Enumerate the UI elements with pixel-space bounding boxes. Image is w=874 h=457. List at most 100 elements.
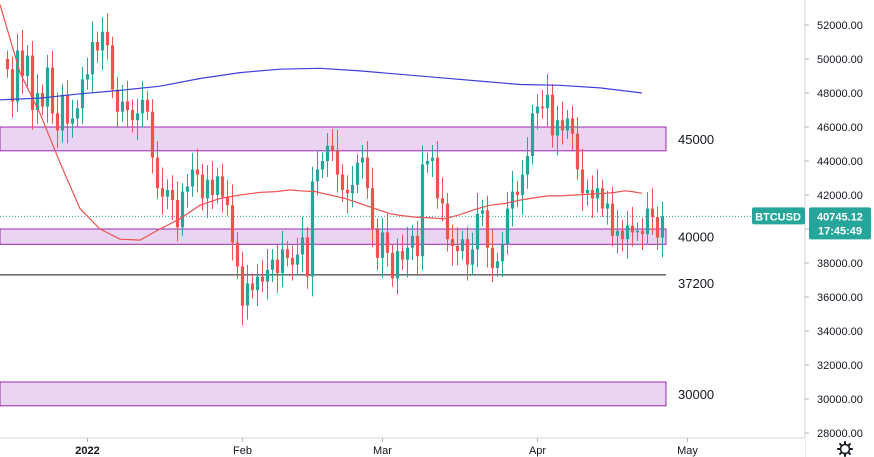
candle [410,225,415,260]
candle [450,224,455,266]
candle-body [395,251,400,279]
price-tick-label: 52000.00 [817,20,863,32]
price-tick-label: 30000.00 [817,394,863,406]
candle-body [460,239,465,252]
candle-body [515,191,520,195]
candle [580,148,585,212]
zone-30000 [0,381,667,407]
candle-body [230,205,235,243]
settings-gear-icon[interactable] [837,441,853,457]
candle-body [155,157,160,189]
candle [640,218,645,251]
candle-body [175,200,180,228]
candle-body [140,99,145,114]
candle [525,137,530,189]
candle [15,33,20,112]
price-tick-label: 50000.00 [817,54,863,66]
candle [50,50,55,124]
candle-body [285,249,290,258]
candle [355,154,360,194]
candle [265,249,270,300]
candle-body [65,94,70,124]
candle-body [390,252,395,279]
candle-body [220,176,225,197]
time-tick-label: 2022 [75,445,99,457]
candle-body [250,283,255,291]
candle-body [465,239,470,265]
candle [160,167,165,215]
zone-label-45000: 45000 [678,132,714,147]
candle-body [615,230,620,236]
candle-body [275,259,280,274]
candle-body [525,155,530,175]
candle-body [245,283,250,306]
candle-body [470,249,475,265]
candle-body [655,217,660,238]
candle-body [315,169,320,182]
candle [475,192,480,268]
candle-body [5,59,10,70]
candle-body [185,186,190,192]
ma-fast-line [0,4,643,241]
candle-body [625,225,630,240]
candle [455,227,460,266]
candle-body [475,213,480,250]
symbol-tag-background [752,207,805,225]
last-price-tag-background [809,207,871,240]
candle [440,177,445,222]
candle [75,99,80,127]
candle-body [90,42,95,75]
gear-hub [839,443,851,455]
candle [310,166,315,297]
candle-body [70,118,75,124]
candle-body [60,94,65,131]
candle [70,99,75,138]
candle [25,45,30,89]
time-axis[interactable]: 2022 Feb Mar Apr May [0,437,805,457]
candle [540,89,545,119]
candle-body [165,189,170,197]
candle-body [215,176,220,195]
candle [5,50,10,78]
candle-body [305,237,310,277]
candle [645,191,650,245]
candle [55,92,60,149]
price-tick-label: 36000.00 [817,292,863,304]
candle-body [640,230,645,235]
candle-body [530,113,535,156]
candle [565,110,570,139]
candle [295,237,300,276]
candle [445,192,450,252]
candle-body [75,108,80,119]
candle-body [410,235,415,248]
candle [390,244,395,287]
candle-body [365,157,370,189]
candle [595,169,600,213]
candle-body [45,67,50,107]
candle-body [120,101,125,112]
candle [465,226,470,281]
candle-body [660,216,665,238]
candle-body [205,179,210,199]
candle [500,231,505,278]
price-tick-label: 32000.00 [817,360,863,372]
candle-body [145,99,150,112]
candle-body [405,247,410,260]
candle-body [310,181,315,277]
candle [635,222,640,241]
candle [325,133,330,177]
candle-body [620,230,625,240]
candle [555,105,560,156]
candle [365,140,370,199]
candle-body [555,120,560,136]
candle [590,175,595,219]
candle-body [55,113,60,131]
price-tick-label: 42000.00 [817,190,863,202]
candle-body [50,67,55,114]
time-tick-label: Mar [373,445,392,457]
candle-body [190,169,195,187]
candle-body [535,106,540,114]
candle [585,179,590,206]
candle-body [445,203,450,240]
